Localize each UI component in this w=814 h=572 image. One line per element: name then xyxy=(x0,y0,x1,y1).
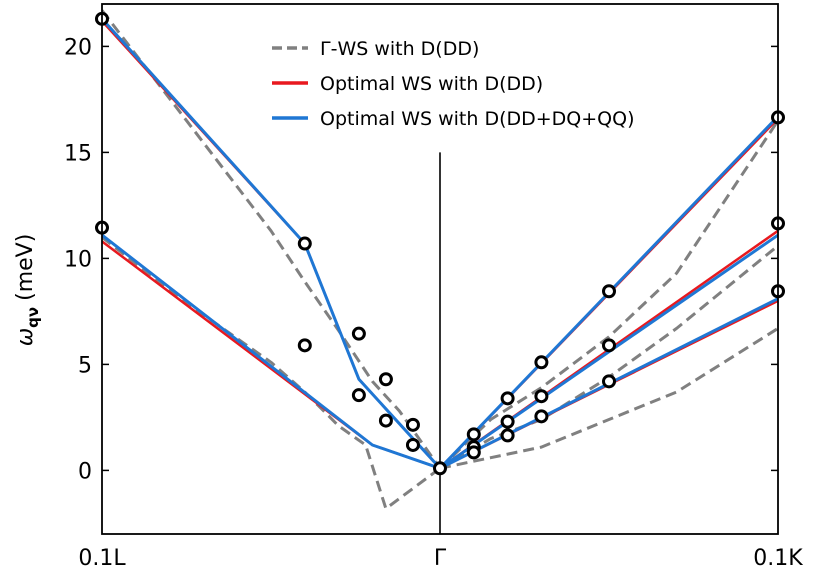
y-tick-label: 15 xyxy=(64,141,92,166)
marker-point xyxy=(500,391,515,406)
y-tick-label: 5 xyxy=(78,353,92,378)
marker-point xyxy=(297,338,312,353)
marker-point xyxy=(378,413,393,428)
axes-layer: 0 5 10 15 20 0.1L Γ 0.1K xyxy=(64,3,803,571)
y-axis-unit: (meV) xyxy=(13,234,38,301)
y-tick-label: 20 xyxy=(64,35,92,60)
marker-point xyxy=(534,389,549,404)
series-0-branch-0 xyxy=(102,9,442,470)
marker-point xyxy=(351,388,366,403)
marker-point xyxy=(378,372,393,387)
marker-point xyxy=(534,355,549,370)
series-2-branch-1 xyxy=(102,233,441,470)
legend: Γ-WS with D(DD) Optimal WS with D(DD) Opti… xyxy=(272,38,635,130)
marker-point xyxy=(602,284,616,299)
series-0-branch-3 xyxy=(439,244,778,470)
x-tick-label: 0.1L xyxy=(78,546,126,571)
x-tick-label: 0.1K xyxy=(753,546,803,571)
legend-label-0: Γ-WS with D(DD) xyxy=(320,38,479,60)
y-tick-label: 0 xyxy=(78,459,92,484)
plot-frame xyxy=(101,3,779,535)
legend-label-1: Optimal WS with D(DD) xyxy=(320,73,543,95)
y-axis-label: ωqν (meV) xyxy=(13,234,42,347)
marker-point xyxy=(351,326,366,341)
y-axis-subscript: qν xyxy=(24,307,42,328)
marker-point xyxy=(297,236,312,251)
marker-layer xyxy=(95,11,785,476)
marker-point xyxy=(466,427,481,442)
marker-point xyxy=(500,428,515,443)
marker-point xyxy=(534,409,549,424)
y-axis-symbol: ω xyxy=(13,328,38,346)
marker-point xyxy=(405,437,420,452)
series-0-branch-2 xyxy=(438,119,778,470)
y-tick-label: 10 xyxy=(64,247,92,272)
x-tick-label: Γ xyxy=(434,546,447,571)
series-2-branch-0 xyxy=(102,17,442,470)
marker-point xyxy=(602,338,616,353)
marker-point xyxy=(433,461,447,476)
series-0-branch-4 xyxy=(439,327,778,470)
marker-point xyxy=(602,374,616,389)
marker-point xyxy=(500,414,515,429)
marker-point xyxy=(405,417,420,432)
marker-point xyxy=(466,445,481,460)
legend-label-2: Optimal WS with D(DD+DQ+QQ) xyxy=(320,108,635,130)
series-0-branch-1 xyxy=(102,236,441,511)
